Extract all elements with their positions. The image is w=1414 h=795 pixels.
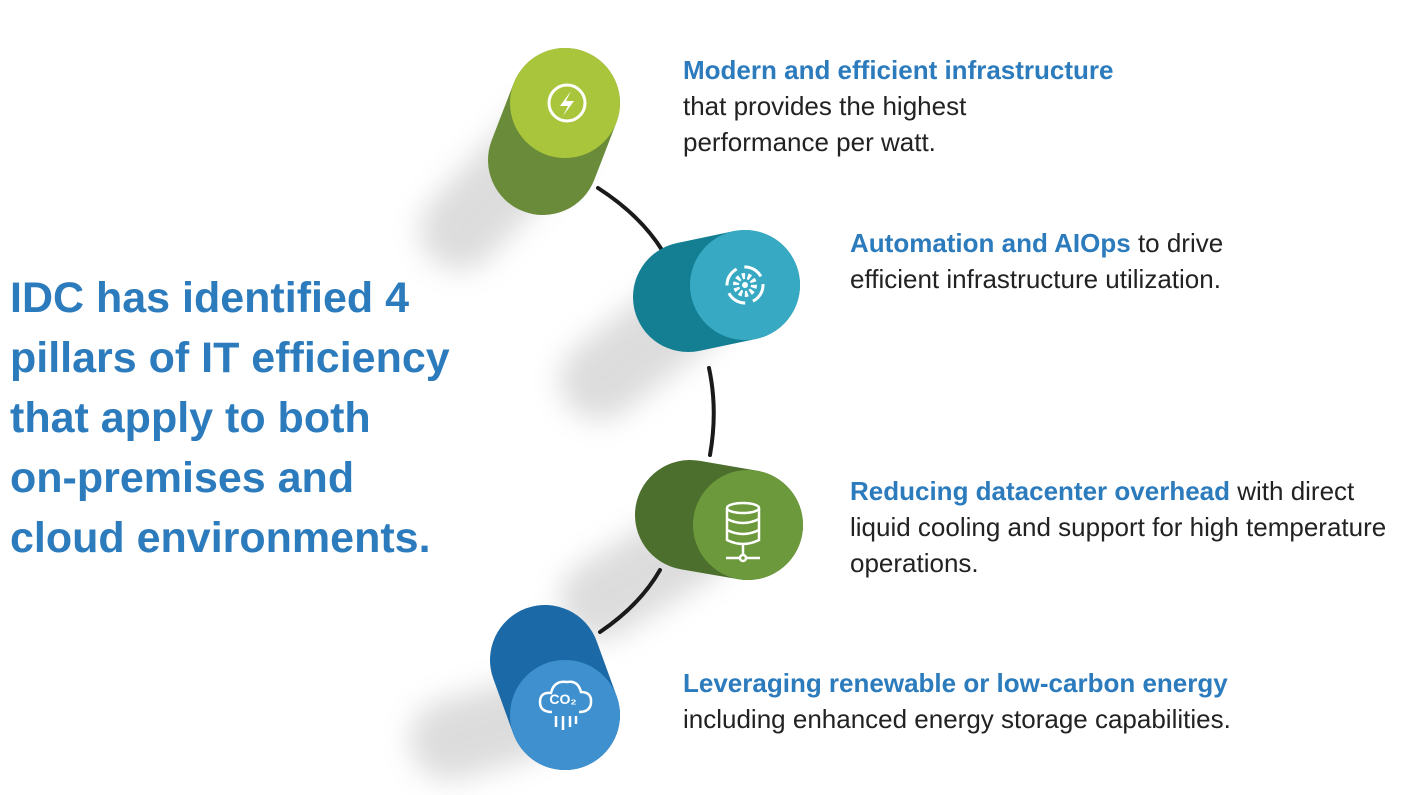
headline-line: on-premises and: [10, 448, 450, 508]
headline-line: pillars of IT efficiency: [10, 328, 450, 388]
pillar-text: Automation and AIOps to drive efficient …: [850, 225, 1270, 297]
page: CO₂ IDC has identified 4 pillars of IT e…: [0, 0, 1414, 795]
pillar-icon: [510, 48, 620, 160]
pillar-icon: [688, 230, 800, 340]
headline-line: that apply to both: [10, 388, 450, 448]
headline: IDC has identified 4 pillars of IT effic…: [10, 268, 450, 568]
pillar-icon: [690, 470, 803, 580]
pillar-highlight: Reducing datacenter overhead: [850, 476, 1230, 506]
headline-line: IDC has identified 4: [10, 268, 450, 328]
pillar-description: including enhanced energy storage capabi…: [683, 704, 1231, 734]
pillar-text: Reducing datacenter overhead with direct…: [850, 473, 1410, 581]
icon-glyph: CO₂: [549, 691, 576, 707]
pillar-text: Leveraging renewable or low-carbon energ…: [683, 665, 1263, 737]
pillar-highlight: Leveraging renewable or low-carbon energ…: [683, 668, 1228, 698]
pillar-text: Modern and efficient infrastructure that…: [683, 52, 1043, 160]
pillar-highlight: Modern and efficient infrastructure: [683, 52, 1043, 88]
headline-line: cloud environments.: [10, 508, 450, 568]
pillar-highlight: Automation and AIOps: [850, 228, 1131, 258]
pillar-icon: CO₂: [510, 660, 620, 770]
pillar-description: that provides the highest performance pe…: [683, 91, 966, 157]
